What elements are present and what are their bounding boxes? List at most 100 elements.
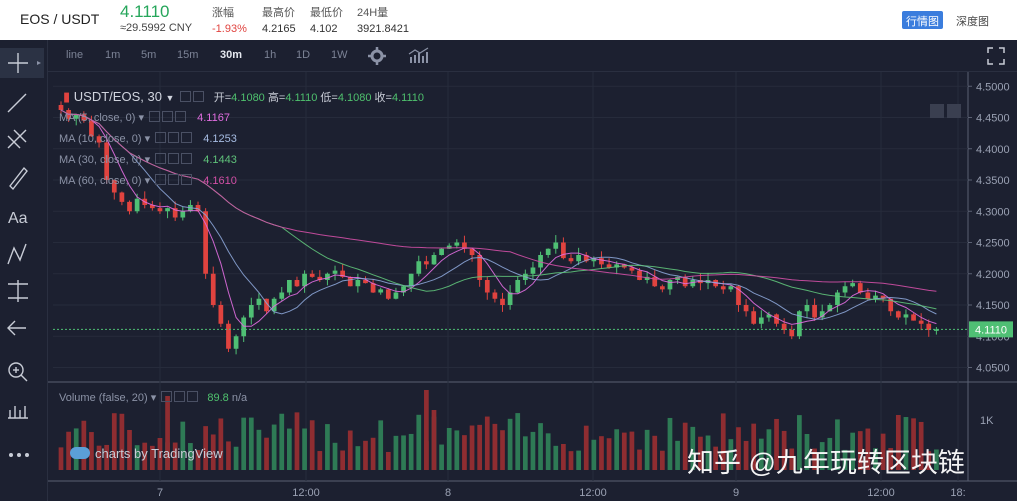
tradingview-cloud-icon [70, 447, 90, 459]
volume-settings-icon[interactable] [174, 391, 186, 402]
candle-body [309, 273, 315, 277]
candle [424, 255, 429, 270]
ma10-visibility-icon[interactable] [155, 132, 167, 143]
ma30-visibility-icon[interactable] [155, 153, 167, 164]
volume-bar [393, 435, 399, 470]
ma60-close-icon[interactable] [181, 174, 193, 185]
fullscreen-icon[interactable] [986, 46, 1006, 66]
candle [469, 247, 475, 262]
tf-line[interactable]: line [66, 49, 84, 61]
candle-body [812, 305, 817, 318]
ma-line-10 [60, 109, 937, 320]
tab-kline-chart[interactable]: 行情图 [902, 11, 943, 29]
tf-1m[interactable]: 1m [105, 49, 121, 61]
settings-gear-icon[interactable] [367, 46, 387, 66]
volume-bar [401, 435, 406, 470]
pair-name[interactable]: EOS / USDT [20, 11, 100, 27]
candle-body [355, 280, 361, 287]
fib-icon[interactable] [7, 129, 27, 149]
symbol-settings-icon[interactable] [193, 91, 205, 102]
candle [210, 266, 216, 308]
ma5-close-icon[interactable] [175, 111, 187, 122]
candle [568, 254, 574, 264]
ruler-icon[interactable] [8, 406, 28, 419]
tf-1d[interactable]: 1D [296, 49, 311, 61]
candle [720, 280, 726, 294]
candle [918, 313, 924, 331]
candle-body [241, 317, 247, 337]
ma30-label[interactable]: MA (30, close, 0) [59, 154, 142, 166]
candle-body [576, 255, 581, 262]
candle-body [720, 286, 726, 290]
indicators-icon[interactable] [408, 47, 430, 65]
candle-body [926, 323, 932, 330]
candle-body [165, 208, 170, 212]
candle [226, 320, 231, 353]
volume-bar [599, 436, 604, 470]
candle [157, 202, 163, 214]
ma30-close-icon[interactable] [181, 153, 193, 164]
volume-bar [888, 448, 894, 470]
candle-body [226, 323, 231, 349]
kline-chart[interactable]: 4.5000 4.4500 4.4000 4.3500 4.3000 4.2500 4.20… [48, 72, 1017, 501]
ma30-settings-icon[interactable] [168, 153, 180, 164]
measure-icon[interactable] [8, 280, 28, 302]
candle [58, 101, 64, 115]
y-axis-tick-label: 4.3500 [976, 175, 1010, 187]
tf-1h[interactable]: 1h [264, 49, 277, 61]
volume-label[interactable]: Volume (false, 20) [59, 392, 148, 404]
ma10-close-icon[interactable] [181, 132, 193, 143]
tf-1w[interactable]: 1W [331, 49, 348, 61]
volume-bar [355, 446, 361, 470]
chart-canvas[interactable]: 4.5000 4.4500 4.4000 4.3500 4.3000 4.2500 4.20… [48, 72, 1017, 501]
ma10-settings-icon[interactable] [168, 132, 180, 143]
volume-bar [188, 443, 193, 470]
tf-15m[interactable]: 15m [177, 49, 199, 61]
tf-5m[interactable]: 5m [141, 49, 157, 61]
brush-icon[interactable] [9, 166, 28, 191]
crosshair-icon[interactable] [8, 53, 28, 73]
volume-bar [226, 441, 231, 470]
candle-body [378, 289, 384, 293]
symbol-dropdown-icon[interactable]: ▼ [165, 93, 175, 103]
volume-bar [363, 440, 368, 470]
ma5-visibility-icon[interactable] [149, 111, 161, 122]
back-arrow-icon[interactable] [7, 320, 26, 336]
more-tools-icon[interactable] [9, 453, 29, 457]
trend-line-icon[interactable] [7, 93, 27, 113]
volume-close-icon[interactable] [187, 391, 199, 402]
ma10-label[interactable]: MA (10, close, 0) [59, 133, 142, 145]
candle [911, 313, 916, 321]
ma60-settings-icon[interactable] [168, 174, 180, 185]
volume-bar [378, 420, 384, 470]
ma5-settings-icon[interactable] [162, 111, 174, 122]
candle-body [439, 248, 444, 255]
ma5-label[interactable]: MA (5, close, 0) [59, 112, 136, 124]
symbol-visibility-icon[interactable] [180, 91, 192, 102]
crosshair-menu-arrow-icon[interactable] [37, 61, 41, 65]
candle [895, 310, 901, 320]
volume-bar [325, 424, 330, 470]
candle [515, 276, 521, 294]
ma60-visibility-icon[interactable] [155, 174, 167, 185]
tradingview-brand[interactable]: charts by TradingView [70, 446, 223, 461]
symbol-label[interactable]: USDT/EOS, 30 [73, 89, 162, 104]
text-tool-icon[interactable]: Aa [8, 210, 28, 227]
candle-body [294, 280, 300, 287]
tab-depth-chart[interactable]: 深度图 [956, 16, 989, 28]
candle [416, 255, 422, 277]
low-label: 最低价 [310, 7, 343, 19]
volume-visibility-icon[interactable] [161, 391, 173, 402]
volume-bar [652, 435, 658, 470]
volume-bar [568, 451, 574, 470]
ma5-value: 4.1167 [197, 112, 230, 124]
tf-30m[interactable]: 30m [220, 49, 243, 61]
volume-bar [96, 445, 102, 470]
volume-stat: 24H量 3921.8421 [357, 4, 409, 35]
candle [309, 270, 315, 278]
zoom-in-icon[interactable] [8, 362, 28, 382]
ma60-label[interactable]: MA (60, close, 0) [59, 175, 142, 187]
pattern-icon[interactable] [7, 243, 27, 265]
timeframe-toolbar: line 1m 5m 15m 30m 1h 1D 1W [48, 40, 1017, 72]
candle [218, 301, 224, 328]
